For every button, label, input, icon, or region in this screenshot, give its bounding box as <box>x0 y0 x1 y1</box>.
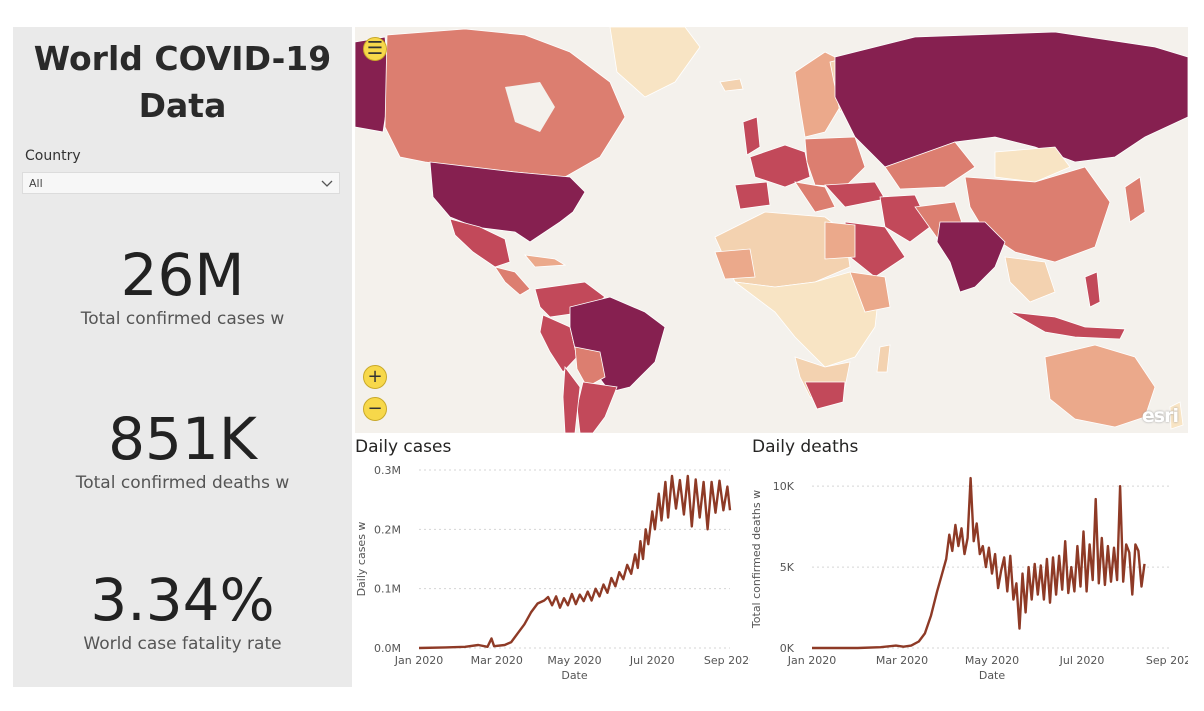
region-greenland <box>609 27 701 98</box>
kpi-total-cases: 26M Total confirmed cases w <box>13 245 352 329</box>
daily-deaths-y-tick-label: 10K <box>773 480 795 493</box>
region-india <box>936 221 1006 293</box>
kpi-total-cases-label: Total confirmed cases w <box>80 309 285 329</box>
zoom-in-button[interactable]: + <box>363 365 387 389</box>
daily-deaths-x-tick-label: Jul 2020 <box>1059 654 1105 667</box>
esri-logo: esri <box>1141 405 1179 427</box>
region-argentina <box>576 381 618 433</box>
daily-deaths-series-line[interactable] <box>812 476 1146 650</box>
daily-deaths-x-axis-label: Date <box>979 669 1006 682</box>
region-central-america <box>494 266 531 296</box>
daily-cases-y-tick-label: 0.0M <box>374 642 401 655</box>
kpi-fatality-rate-value: 3.34% <box>90 566 275 634</box>
kpi-fatality-rate-label: World case fatality rate <box>83 634 282 654</box>
region-eastern-europe <box>804 136 866 188</box>
page-title: World COVID-19 Data <box>33 39 332 125</box>
kpi-fatality-rate: 3.34% World case fatality rate <box>13 570 352 654</box>
daily-cases-series-line[interactable] <box>418 474 732 650</box>
daily-cases-x-tick-label: Mar 2020 <box>471 654 523 667</box>
region-balkans <box>794 181 836 213</box>
kpi-total-cases-value: 26M <box>120 241 245 309</box>
country-dropdown-value: All <box>29 177 43 190</box>
region-canada <box>384 28 626 178</box>
kpi-total-deaths-value: 851K <box>108 405 257 473</box>
map-menu-button[interactable]: ☰ <box>363 37 387 61</box>
country-dropdown[interactable]: All <box>22 172 340 194</box>
region-uk <box>742 116 761 156</box>
world-map-canvas[interactable] <box>355 27 1188 433</box>
chevron-down-icon <box>321 180 333 187</box>
daily-cases-title: Daily cases <box>355 437 452 457</box>
daily-deaths-chart[interactable]: 0K 5K 10K Jan 2020 Mar 2020 May 2020 Jul 2020 S… <box>752 433 1188 687</box>
region-hudson-bay <box>505 82 555 132</box>
region-japan <box>1124 176 1146 223</box>
region-iceland <box>719 78 744 92</box>
region-western-europe <box>749 144 811 188</box>
region-australia <box>1044 344 1156 428</box>
region-mexico <box>449 218 511 268</box>
region-spain <box>734 181 771 210</box>
daily-cases-y-tick-label: 0.1M <box>374 583 401 596</box>
daily-cases-y-tick-label: 0.3M <box>374 464 401 477</box>
kpi-total-deaths: 851K Total confirmed deaths w <box>13 409 352 493</box>
region-madagascar <box>876 344 891 373</box>
kpi-total-deaths-label: Total confirmed deaths w <box>75 473 290 493</box>
region-egypt <box>824 221 856 260</box>
region-caribbean <box>524 254 567 268</box>
daily-cases-x-tick-label: Jul 2020 <box>629 654 675 667</box>
daily-cases-chart[interactable]: 0.0M 0.1M 0.2M 0.3M Jan 2020 Mar 2020 May 2020… <box>355 433 750 687</box>
daily-deaths-x-tick-label: Mar 2020 <box>876 654 928 667</box>
daily-cases-x-tick-label: May 2020 <box>547 654 601 667</box>
daily-cases-x-axis-label: Date <box>561 669 588 682</box>
daily-deaths-panel: Daily deaths 0K 5K 10K Jan 2020 Mar 2020 May … <box>752 433 1188 687</box>
region-mongolia <box>994 146 1071 183</box>
daily-deaths-x-tick-label: Sep 2020 <box>1146 654 1188 667</box>
region-south-africa <box>804 381 846 410</box>
daily-deaths-x-tick-label: May 2020 <box>965 654 1019 667</box>
daily-deaths-title: Daily deaths <box>752 437 859 457</box>
daily-deaths-y-axis-label: Total confirmed deaths w <box>752 490 763 629</box>
region-new-zealand <box>1169 401 1184 430</box>
region-southeast-asia <box>1004 256 1056 303</box>
region-bolivia <box>574 346 606 388</box>
country-filter-label: Country <box>25 148 81 164</box>
daily-cases-x-tick-label: Jan 2020 <box>394 654 443 667</box>
region-russia <box>834 31 1188 168</box>
region-philippines <box>1084 271 1101 308</box>
region-kazakhstan <box>884 141 976 190</box>
region-turkey <box>824 181 886 208</box>
daily-cases-x-tick-label: Sep 2020 <box>704 654 750 667</box>
region-ethiopia <box>849 271 891 313</box>
kpi-pane: World COVID-19 Data Country All 26M Tota… <box>13 27 352 687</box>
region-chile <box>562 365 581 433</box>
region-central-africa <box>733 271 881 368</box>
daily-deaths-x-tick-label: Jan 2020 <box>787 654 836 667</box>
region-indonesia <box>1009 311 1126 340</box>
zoom-out-button[interactable]: − <box>363 397 387 421</box>
daily-cases-y-axis-label: Daily cases w <box>355 522 368 597</box>
region-usa <box>429 161 586 243</box>
region-west-africa <box>714 248 756 280</box>
daily-cases-y-tick-label: 0.2M <box>374 523 401 536</box>
daily-deaths-y-tick-label: 0K <box>780 642 795 655</box>
daily-deaths-y-tick-label: 5K <box>780 561 795 574</box>
daily-cases-panel: Daily cases 0.0M 0.1M 0.2M 0.3M Jan 2020 Mar … <box>355 433 750 687</box>
world-map[interactable]: ☰ + − esri <box>355 27 1188 433</box>
